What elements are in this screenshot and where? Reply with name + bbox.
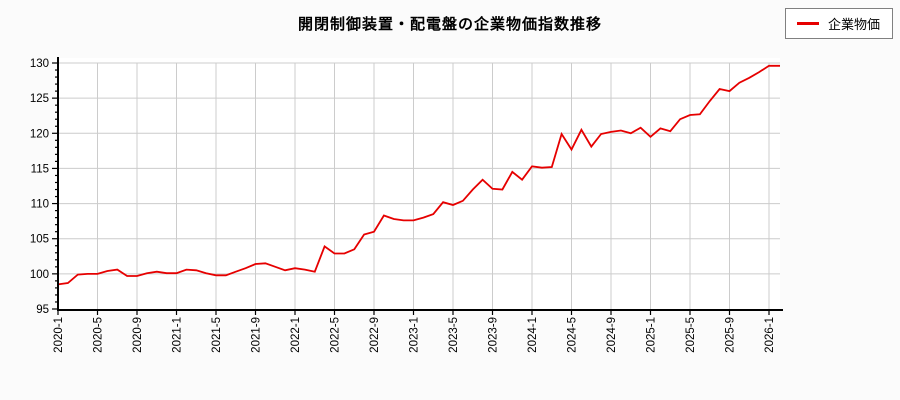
x-tick-label: 2021-5 [211,317,223,353]
x-tick-label: 2025-5 [685,317,697,353]
x-tick-label: 2024-9 [606,317,618,353]
y-tick-label: 110 [31,199,49,211]
y-tick-label: 100 [30,269,49,281]
x-tick-label: 2023-5 [448,317,460,353]
y-tick-label: 130 [30,58,49,70]
x-tick-label: 2024-1 [527,317,539,353]
legend: 企業物価 [784,8,893,39]
x-tick-label: 2022-5 [330,317,342,353]
y-tick-label: 95 [36,304,49,316]
axes [57,57,783,311]
legend-label: 企業物価 [827,17,880,32]
x-tick-label: 2021-9 [251,317,263,353]
gridlines [58,62,780,310]
x-axis-labels: 2020-1 2020-5 2020-9 2021-1 2021-5 2021-9 2022… [53,317,776,353]
x-tick-label: 2025-9 [725,317,737,353]
y-tick-label: 125 [30,93,49,105]
x-tick-label: 2020-9 [132,317,144,353]
legend-line-icon [796,22,819,25]
x-tick-label: 2026-1 [764,317,776,353]
plot-area [58,58,780,310]
x-tick-label: 2022-1 [290,317,302,353]
x-tick-label: 2020-1 [53,317,65,353]
tick-marks [52,62,770,315]
chart-title: 開閉制御装置・配電盤の企業物価指数推移 [297,16,602,33]
x-tick-label: 2024-5 [567,317,579,353]
x-tick-label: 2021-1 [172,317,184,353]
x-tick-label: 2023-9 [488,317,500,353]
x-tick-label: 2025-1 [646,317,658,353]
price-line [57,64,780,286]
y-tick-label: 120 [30,128,49,140]
y-tick-label: 105 [30,234,49,246]
y-axis-labels: 95 100 105 110 115 120 125 130 [30,58,49,316]
x-tick-label: 2020-5 [93,317,105,353]
x-tick-label: 2023-1 [409,317,421,353]
x-tick-label: 2022-9 [369,317,381,353]
y-tick-label: 115 [31,163,49,175]
